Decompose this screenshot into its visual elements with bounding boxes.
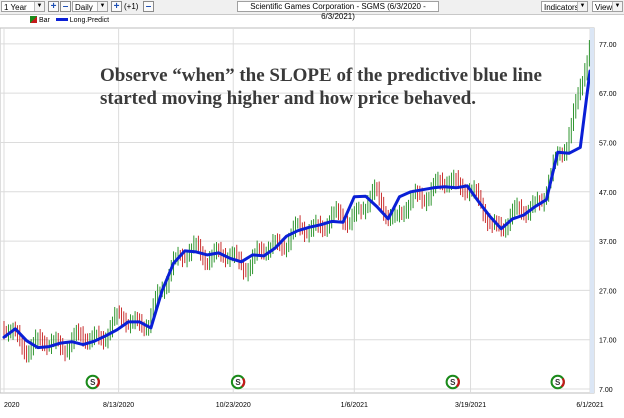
y-tick-label: 27.00 <box>599 288 617 295</box>
offset-label: (+1) <box>124 2 139 11</box>
x-tick-label: 10/23/2020 <box>216 402 251 409</box>
zoom-out-button[interactable]: – <box>60 1 71 12</box>
y-tick-label: 67.00 <box>599 91 617 98</box>
y-tick-label: 17.00 <box>599 338 617 345</box>
interval-value: Daily <box>75 3 93 12</box>
y-tick-label: 57.00 <box>599 140 617 147</box>
y-tick-label: 37.00 <box>599 239 617 246</box>
increase-offset-button[interactable]: + <box>111 1 122 12</box>
signal-marker-label: S <box>555 378 561 387</box>
signal-marker-label: S <box>235 378 241 387</box>
chart-title: Scientific Games Corporation - SGMS (6/3… <box>237 1 439 21</box>
views-label: Views <box>595 3 617 12</box>
x-tick-label: 1/6/2021 <box>341 402 368 409</box>
chart-toolbar: 1 Year ▼ + – Daily ▼ + (+1) – Scientific… <box>0 0 624 21</box>
chevron-down-icon: ▼ <box>577 2 587 11</box>
chevron-down-icon: ▼ <box>34 2 44 11</box>
legend-bar-label: Bar <box>38 17 50 24</box>
signal-marker-label: S <box>450 378 456 387</box>
chevron-down-icon: ▼ <box>97 2 107 11</box>
annotation-text: Observe “when” the SLOPE of the predicti… <box>100 64 542 110</box>
annotation-line-1: Observe “when” the SLOPE of the predicti… <box>100 65 542 86</box>
signal-marker-arc <box>241 377 246 388</box>
indicators-label: Indicators <box>544 3 579 12</box>
period-value: 1 Year <box>4 3 27 12</box>
x-tick-label: 3/19/2021 <box>455 402 486 409</box>
legend: Bar Long.Predict <box>30 16 109 25</box>
y-tick-label: 77.00 <box>599 42 617 49</box>
price-chart[interactable]: 7.00 17.00 27.00 37.00 47.00 57.00 67.00 77.00 2… <box>0 14 624 413</box>
signal-marker-label: S <box>90 378 96 387</box>
annotation-line-2: started moving higher and how price beha… <box>100 88 476 109</box>
x-tick-label: 2020 <box>4 402 20 409</box>
x-tick-label: 8/13/2020 <box>103 402 134 409</box>
y-tick-label: 47.00 <box>599 190 617 197</box>
y-tick-label: 7.00 <box>599 387 613 394</box>
indicators-button[interactable]: Indicators ▼ <box>541 1 588 12</box>
scroll-strip <box>590 28 594 393</box>
zoom-in-button[interactable]: + <box>48 1 59 12</box>
views-button[interactable]: Views ▼ <box>592 1 623 12</box>
predict-line <box>2 69 592 350</box>
line-legend-icon <box>55 18 68 21</box>
decrease-offset-button[interactable]: – <box>143 1 154 12</box>
period-select[interactable]: 1 Year ▼ <box>1 1 45 12</box>
chevron-down-icon: ▼ <box>612 2 622 11</box>
signal-marker-arc <box>95 377 100 388</box>
legend-line-label: Long.Predict <box>69 17 110 24</box>
interval-select[interactable]: Daily ▼ <box>72 1 108 12</box>
signal-marker-arc <box>560 377 565 388</box>
chart-svg: 7.00 17.00 27.00 37.00 47.00 57.00 67.00 77.00 2… <box>0 27 617 409</box>
x-tick-label: 6/1/2021 <box>576 402 603 409</box>
signal-marker-arc <box>455 377 460 388</box>
bar-legend-icon <box>30 16 37 23</box>
